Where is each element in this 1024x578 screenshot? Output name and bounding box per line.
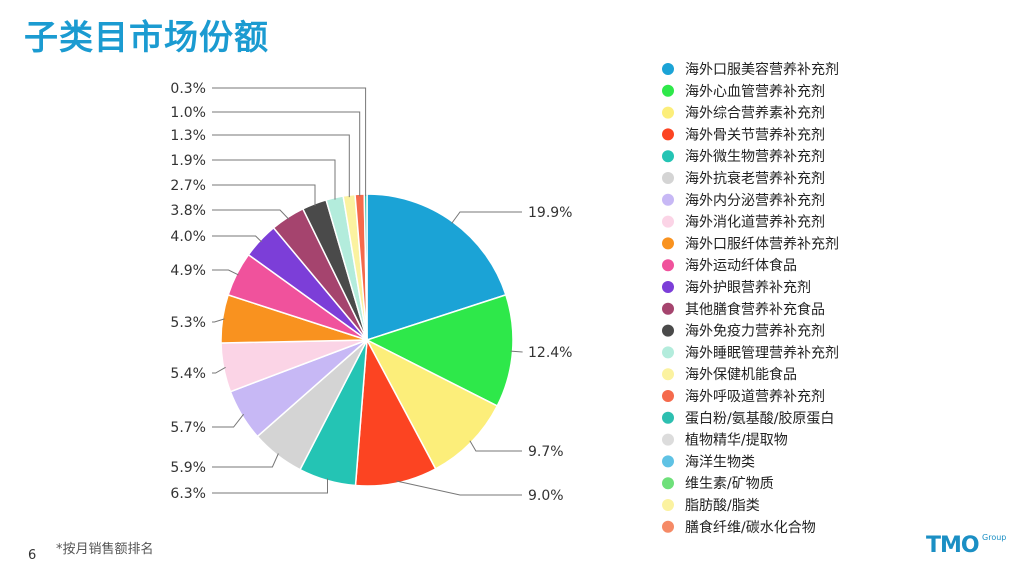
slice-percentage-label: 2.7%: [170, 178, 206, 194]
legend-label: 海外微生物营养补充剂: [685, 149, 825, 165]
legend-label: 海外护眼营养补充剂: [685, 280, 811, 296]
legend-marker: [662, 346, 674, 359]
leader-line: [212, 209, 290, 220]
slice-percentage-label: 5.9%: [170, 460, 206, 476]
legend-marker: [662, 324, 674, 337]
leader-line: [212, 366, 226, 374]
footnote: *按月销售额排名: [56, 542, 154, 557]
legend-marker: [662, 84, 674, 97]
legend-label: 海外抗衰老营养补充剂: [685, 170, 825, 187]
slice-percentage-label: 4.9%: [170, 263, 206, 279]
legend-label: 海外运动纤体食品: [685, 257, 797, 274]
legend-marker: [662, 215, 674, 228]
slice-percentage-label: 9.7%: [528, 444, 564, 460]
leader-line: [212, 87, 367, 196]
leader-line: [451, 211, 522, 224]
legend-marker: [662, 411, 674, 424]
slice-percentage-label: 4.0%: [170, 229, 206, 245]
leader-line: [510, 350, 523, 353]
slice-percentage-label: 1.0%: [170, 105, 206, 121]
legend-marker: [662, 193, 674, 206]
slice-percentage-label: 19.9%: [528, 205, 572, 221]
percentage-labels: 19.9% 12.4% 9.7% 9.0% 6.3% 5.9% 5.7% 5.4% 5.3% 4.…: [170, 81, 572, 504]
leader-line: [212, 478, 328, 494]
slice-percentage-label: 1.3%: [170, 128, 206, 144]
pie-slice: [354, 337, 437, 487]
legend-label: 脂肪酸/脂类: [685, 498, 760, 514]
legend-label: 海外内分泌营养补充剂: [685, 193, 825, 209]
slice-percentage-label: 0.3%: [170, 81, 206, 97]
legend-label: 海洋生物类: [685, 454, 755, 470]
legend-label: 植物精华/提取物: [685, 433, 788, 449]
company-logo: TMO Group: [926, 533, 1016, 569]
legend-marker: [662, 433, 674, 446]
page-title: 子类目市场份额: [24, 18, 269, 58]
logo-text: TMO: [926, 533, 980, 558]
legend-marker: [662, 128, 674, 141]
legend-marker: [662, 172, 674, 184]
slice-percentage-label: 5.4%: [170, 366, 206, 382]
slice-percentage-label: 3.8%: [170, 203, 206, 219]
leader-line: [212, 111, 361, 197]
legend-label: 其他膳食营养补充食品: [685, 301, 825, 318]
legend-marker: [662, 281, 674, 293]
legend-marker: [662, 520, 674, 533]
legend-marker: [662, 237, 674, 250]
leader-line: [469, 440, 522, 452]
page-number: 6: [28, 548, 37, 563]
legend-label: 蛋白粉/氨基酸/胶原蛋白: [685, 410, 834, 427]
legend-label: 维生素/矿物质: [685, 476, 774, 492]
legend-marker: [662, 302, 674, 315]
legend-label: 海外心血管营养补充剂: [685, 84, 825, 100]
legend-label: 海外免疫力营养补充剂: [685, 324, 825, 340]
legend-marker: [662, 150, 674, 163]
slice-percentage-label: 6.3%: [170, 486, 206, 502]
leader-line: [212, 184, 316, 206]
legend-label: 海外口服纤体营养补充剂: [685, 236, 839, 252]
pie-slices: [220, 193, 514, 487]
slice-percentage-label: 9.0%: [528, 488, 564, 504]
leader-line: [212, 134, 350, 198]
legend-marker: [662, 259, 674, 272]
legend-label: 海外消化道营养补充剂: [685, 215, 825, 231]
legend-label: 海外骨关节营养补充剂: [685, 127, 825, 143]
logo-subtext: Group: [982, 533, 1007, 542]
legend-marker: [662, 390, 674, 402]
legend: 海外口服美容营养补充剂海外心血管营养补充剂海外综合营养素补充剂海外骨关节营养补充…: [662, 61, 839, 536]
leader-line: [212, 453, 279, 468]
legend-marker: [662, 455, 674, 468]
legend-label: 海外口服美容营养补充剂: [685, 61, 839, 78]
leader-line: [212, 159, 336, 200]
legend-label: 膳食纤维/碳水化合物: [685, 519, 816, 536]
legend-label: 海外呼吸道营养补充剂: [685, 389, 825, 405]
legend-marker: [662, 368, 674, 381]
legend-label: 海外综合营养素补充剂: [685, 106, 825, 122]
leader-lines: [212, 87, 523, 496]
leader-line: [212, 318, 225, 323]
slice-percentage-label: 1.9%: [170, 153, 206, 169]
slice-percentage-label: 12.4%: [528, 345, 572, 361]
legend-label: 海外保健机能食品: [685, 366, 797, 383]
leader-line: [212, 235, 262, 243]
legend-label: 海外睡眠管理营养补充剂: [685, 345, 839, 361]
leader-line: [212, 413, 244, 428]
leader-line: [212, 269, 239, 276]
legend-marker: [662, 63, 674, 75]
legend-marker: [662, 106, 674, 119]
legend-marker: [662, 499, 674, 511]
legend-marker: [662, 477, 674, 490]
slice-percentage-label: 5.3%: [170, 315, 206, 331]
leader-line: [396, 480, 522, 496]
slice-percentage-label: 5.7%: [170, 420, 206, 436]
